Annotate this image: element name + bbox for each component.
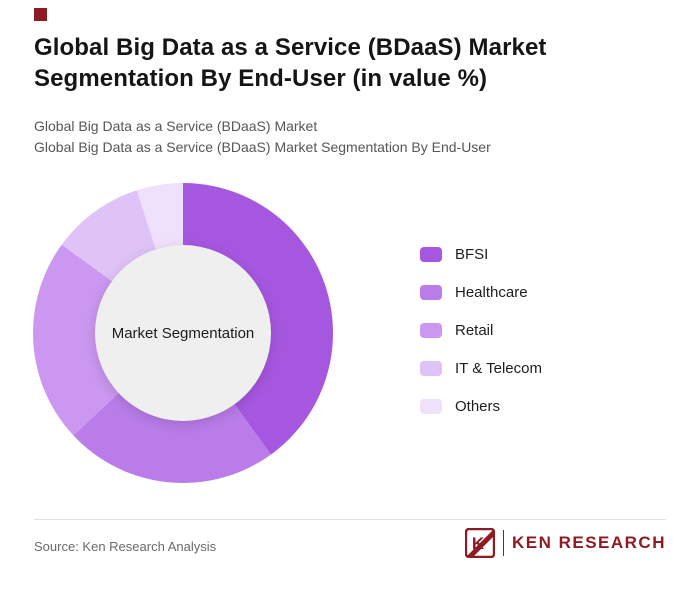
legend-label-others: Others [455, 398, 501, 415]
donut-center: Market Segmentation [95, 245, 271, 421]
ken-research-logo-mark-icon: K [464, 527, 496, 559]
legend-swatch-bfsi [420, 247, 442, 262]
legend-label-it-telecom: IT & Telecom [455, 360, 542, 377]
page-title-line1: Global Big Data as a Service (BDaaS) Mar… [34, 34, 547, 61]
legend-label-healthcare: Healthcare [455, 284, 528, 301]
legend-item-others: Others [420, 398, 542, 415]
legend-swatch-retail [420, 323, 442, 338]
chart-subtitle-line2: Global Big Data as a Service (BDaaS) Mar… [34, 139, 491, 155]
legend-label-bfsi: BFSI [455, 246, 489, 263]
footer-divider [34, 519, 666, 520]
source-text: Source: Ken Research Analysis [34, 539, 217, 554]
legend-swatch-healthcare [420, 285, 442, 300]
legend-label-retail: Retail [455, 322, 494, 339]
chart-legend: BFSI Healthcare Retail IT & Telecom Othe… [420, 246, 542, 415]
legend-item-bfsi: BFSI [420, 246, 542, 263]
legend-swatch-others [420, 399, 442, 414]
chart-subtitle: Global Big Data as a Service (BDaaS) Mar… [34, 116, 654, 158]
legend-swatch-it-telecom [420, 361, 442, 376]
legend-item-healthcare: Healthcare [420, 284, 542, 301]
page-title: Global Big Data as a Service (BDaaS) Mar… [34, 32, 654, 94]
svg-text:K: K [472, 534, 485, 553]
legend-item-it-telecom: IT & Telecom [420, 360, 542, 377]
ken-research-logo: K KEN RESEARCH [464, 527, 666, 559]
legend-item-retail: Retail [420, 322, 542, 339]
chart-subtitle-line1: Global Big Data as a Service (BDaaS) Mar… [34, 118, 318, 134]
ken-research-logo-text: KEN RESEARCH [511, 533, 666, 552]
donut-center-label: Market Segmentation [111, 324, 255, 342]
donut-chart: Market Segmentation [33, 183, 333, 483]
brand-accent-square [34, 8, 47, 21]
page-title-line2: Segmentation By End-User (in value %) [34, 65, 488, 92]
logo-divider [502, 530, 504, 556]
